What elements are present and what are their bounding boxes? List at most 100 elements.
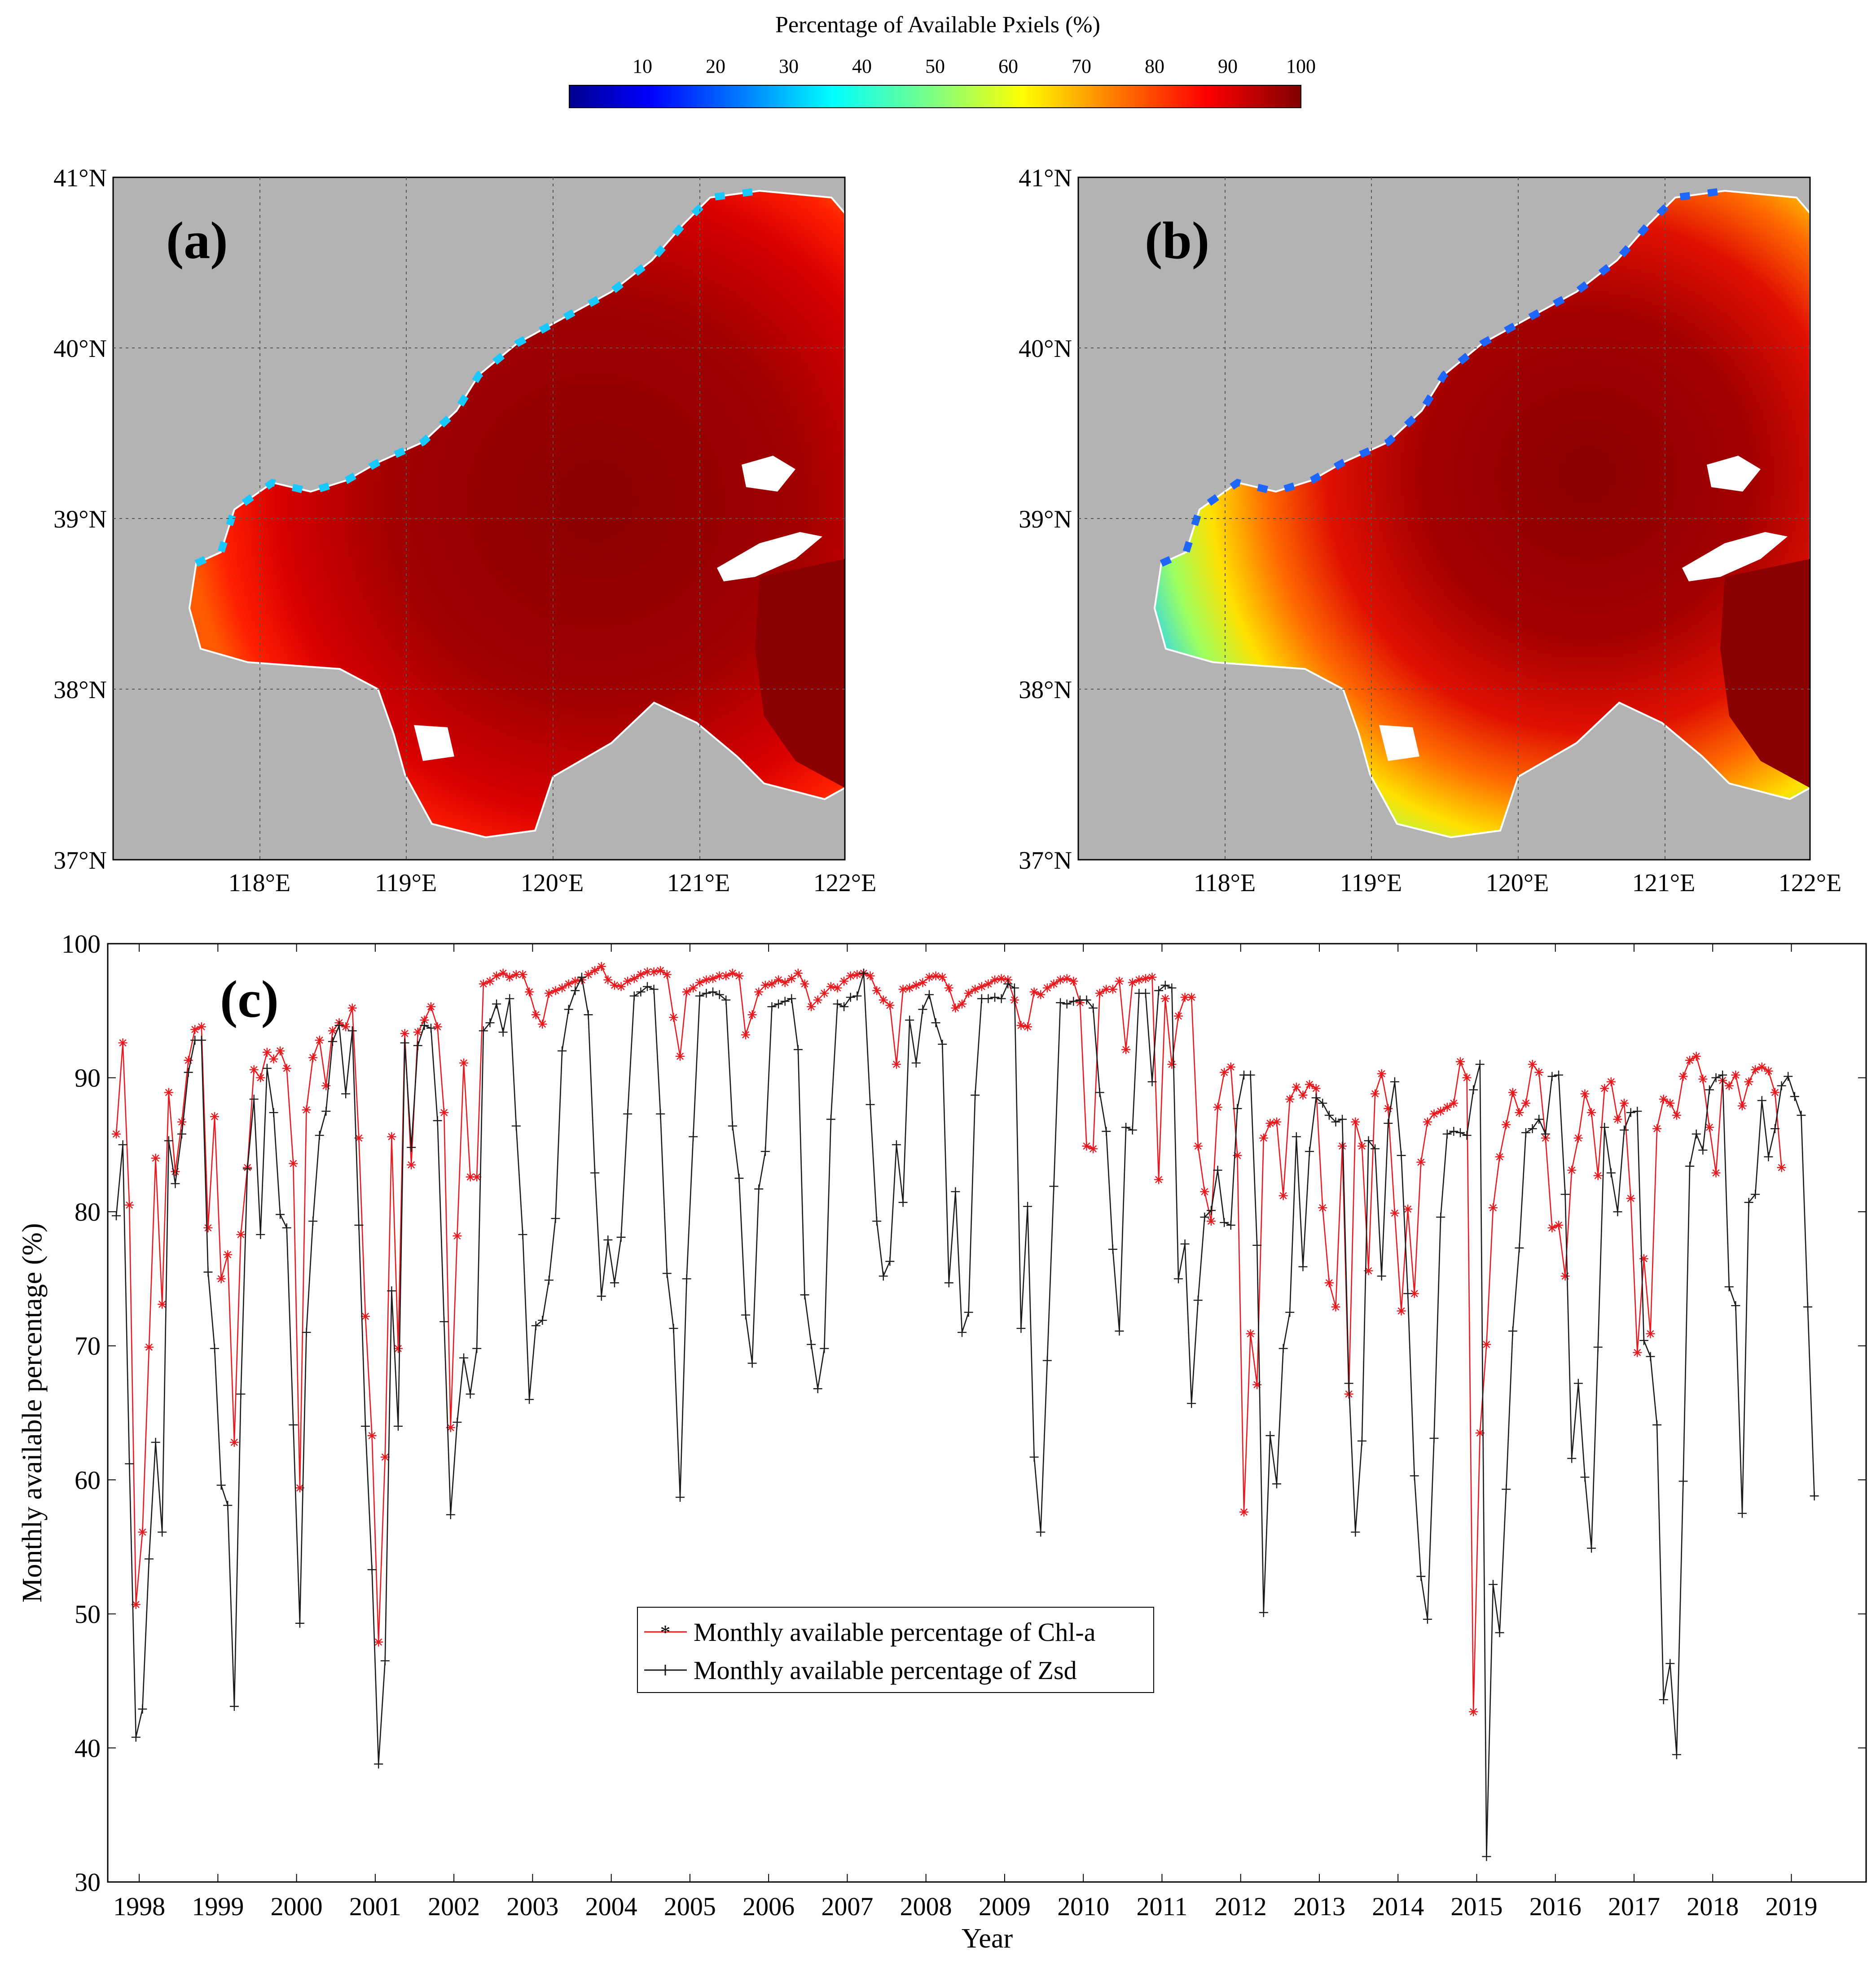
data-point (1173, 1274, 1183, 1284)
data-point (459, 1058, 469, 1068)
data-point (1737, 1101, 1747, 1111)
data-point (1593, 1171, 1603, 1180)
data-point (793, 1045, 803, 1054)
data-point (938, 1039, 947, 1049)
data-point (1541, 1129, 1550, 1139)
data-point (951, 1003, 960, 1013)
data-point (1652, 1124, 1662, 1134)
data-point (1252, 1240, 1262, 1250)
data-point (1200, 1187, 1209, 1196)
data-point (1482, 1852, 1491, 1861)
data-point (662, 1269, 672, 1278)
data-point (216, 1274, 226, 1284)
map-lon-label: 119°E (1340, 869, 1402, 897)
data-point (1652, 1420, 1662, 1429)
data-point (1528, 1124, 1537, 1134)
data-point (564, 1005, 573, 1014)
data-point (898, 985, 908, 994)
data-point (1646, 1329, 1655, 1338)
data-point (852, 991, 862, 1001)
data-point (1462, 1073, 1472, 1082)
data-point (453, 1231, 462, 1240)
data-point (158, 1527, 167, 1537)
data-point (1305, 1080, 1314, 1089)
data-point (702, 989, 711, 998)
x-tick-label: 2008 (900, 1892, 952, 1921)
map-b-laizhou-bay-gap (1379, 725, 1419, 761)
data-point (1272, 1479, 1282, 1489)
data-point (413, 1041, 422, 1050)
data-point (531, 1010, 540, 1020)
data-point (1351, 1527, 1360, 1537)
data-point (1685, 1055, 1695, 1065)
data-point (728, 1121, 737, 1131)
data-point (1324, 1111, 1334, 1120)
data-point (1547, 1072, 1557, 1081)
map-panel-b: (b) 41°N 40°N 39°N 38°N 37°N 118°E 119°E 120°E… (1019, 164, 1841, 897)
data-point (931, 1018, 940, 1028)
x-tick-label: 2011 (1137, 1892, 1188, 1921)
data-point (1639, 1254, 1648, 1263)
data-point (1056, 975, 1065, 985)
map-lon-label: 121°E (667, 869, 730, 897)
data-point (1573, 1133, 1583, 1143)
data-point (1003, 979, 1013, 989)
data-point (649, 967, 659, 976)
data-point (1351, 1117, 1360, 1127)
data-point (380, 1452, 390, 1462)
data-point (1069, 976, 1078, 986)
data-point (203, 1267, 213, 1277)
data-point (439, 1108, 449, 1117)
data-point (990, 993, 1000, 1002)
timeseries-chart: (c) 30 40 50 60 70 80 90 100 1998 1999 2000 2001 20… (17, 929, 1867, 1954)
data-point (269, 1108, 278, 1117)
data-point (846, 993, 855, 1002)
data-point (276, 1046, 285, 1055)
data-point (1797, 1111, 1806, 1120)
data-point (393, 1344, 403, 1353)
data-point (354, 1133, 364, 1143)
data-point (1049, 979, 1059, 989)
data-point (997, 974, 1006, 983)
data-point (990, 975, 1000, 985)
data-point (1560, 1271, 1570, 1281)
data-point (387, 1286, 396, 1296)
data-point (577, 972, 586, 982)
x-tick-label: 2015 (1450, 1892, 1503, 1921)
data-point (328, 1037, 337, 1046)
data-point (1698, 1074, 1708, 1084)
data-point (1613, 1115, 1622, 1124)
data-point (1757, 1096, 1766, 1105)
data-point (1108, 1244, 1117, 1254)
y-tick-label: 80 (75, 1197, 101, 1227)
data-point (171, 1167, 180, 1176)
data-point (125, 1459, 134, 1469)
map-lat-label: 40°N (53, 335, 107, 363)
data-point (1606, 1168, 1616, 1178)
data-point (1718, 1070, 1727, 1080)
data-point (374, 1637, 383, 1647)
data-point (1613, 1207, 1622, 1217)
data-point (459, 1353, 469, 1363)
data-point (1528, 1060, 1537, 1069)
y-tick-label: 60 (75, 1465, 101, 1495)
y-tick-label: 30 (75, 1868, 101, 1897)
data-point (885, 1257, 895, 1266)
data-point (1757, 1062, 1766, 1072)
x-tick-label: 2004 (585, 1892, 637, 1921)
data-point (1534, 1115, 1544, 1124)
data-point (400, 1029, 409, 1038)
data-point (485, 1018, 495, 1028)
data-point (1429, 1433, 1439, 1443)
data-point (1744, 1077, 1753, 1086)
data-point (820, 1344, 829, 1353)
data-point (1777, 1163, 1786, 1172)
data-point (1475, 1060, 1485, 1069)
data-point (1259, 1133, 1268, 1143)
data-point (1042, 1356, 1052, 1365)
data-point (1672, 1111, 1681, 1120)
data-point (111, 1211, 121, 1221)
data-point (938, 972, 947, 982)
data-point (682, 1274, 691, 1284)
map-a-land-island (742, 456, 795, 492)
